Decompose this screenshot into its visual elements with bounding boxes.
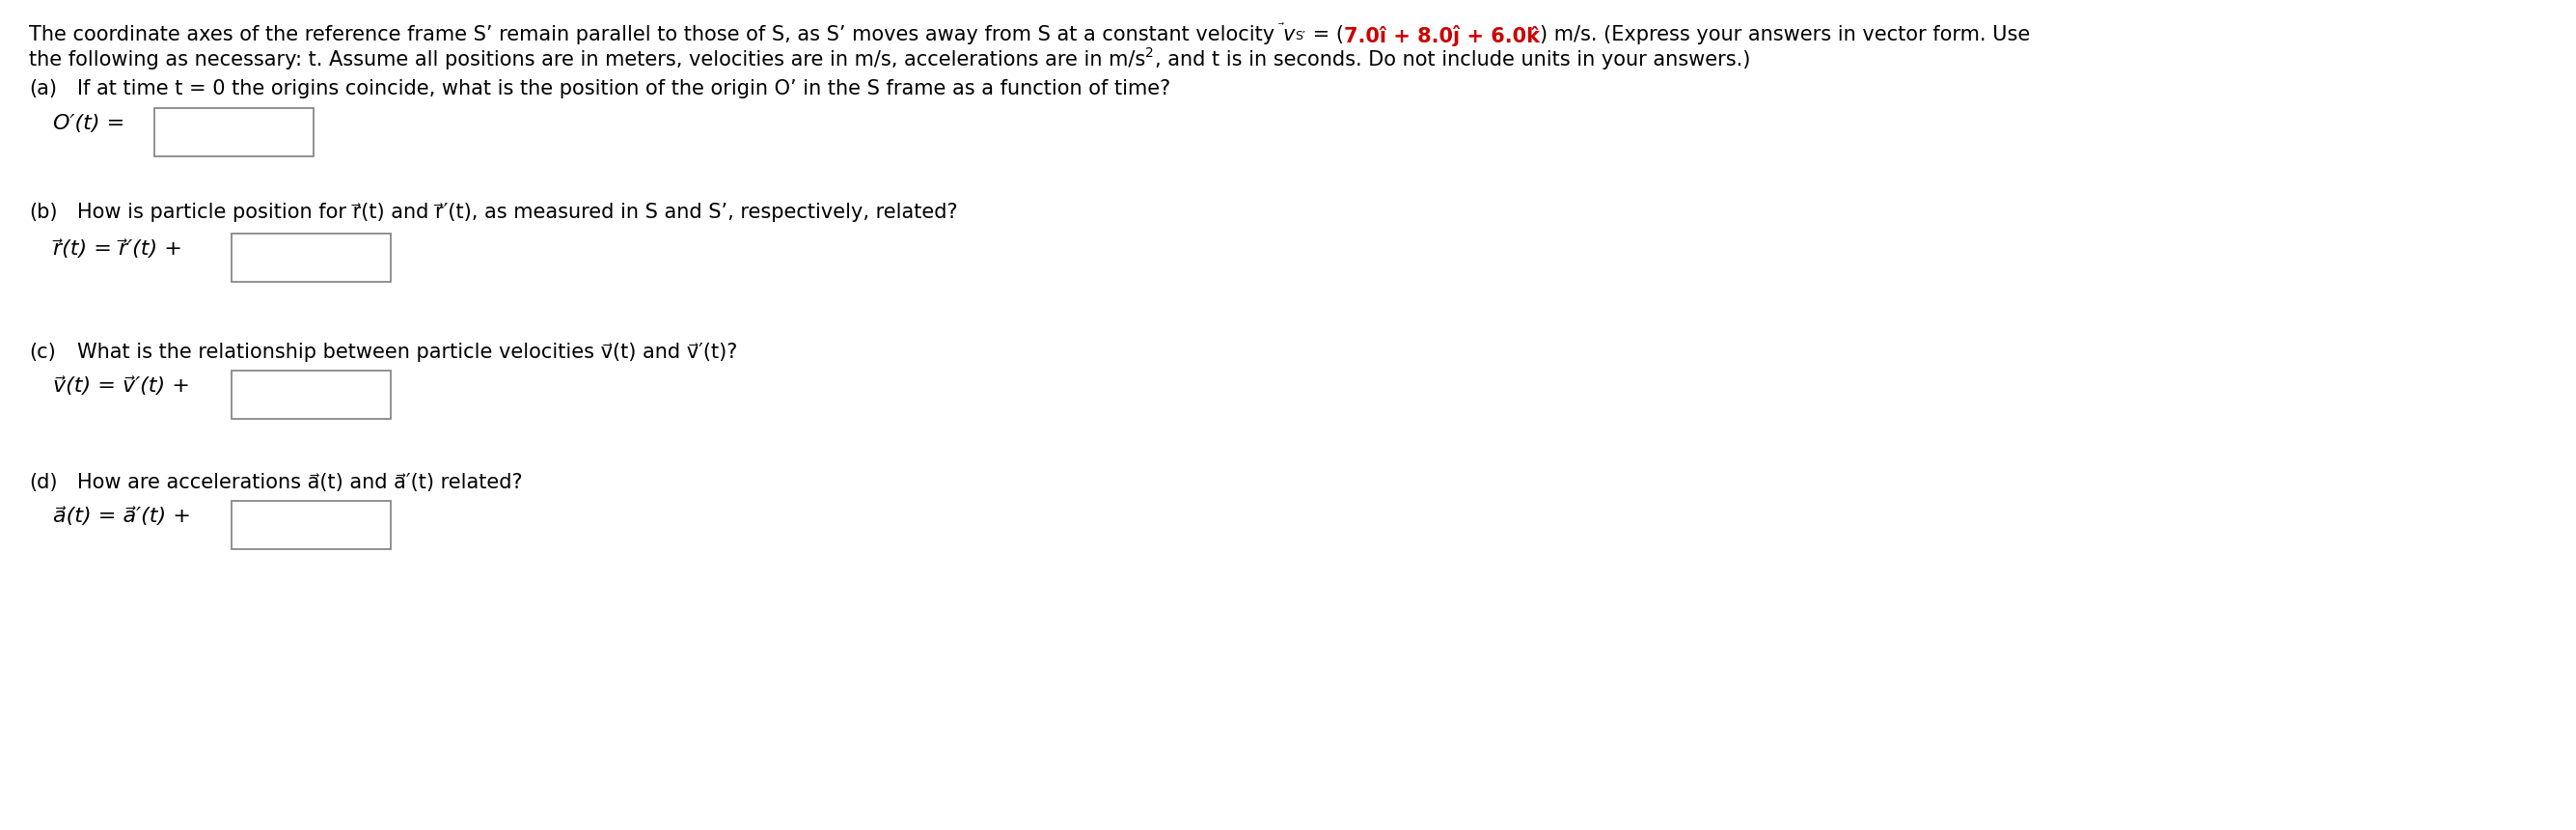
- Text: 2: 2: [1146, 46, 1154, 60]
- Text: (b): (b): [28, 203, 57, 222]
- Text: r⃗(t) = r⃗′(t) +: r⃗(t) = r⃗′(t) +: [54, 239, 183, 259]
- Text: a⃗(t) = a⃗′(t) +: a⃗(t) = a⃗′(t) +: [54, 506, 191, 526]
- Text: (c): (c): [28, 343, 57, 362]
- Bar: [232, 500, 392, 549]
- Bar: [232, 233, 392, 282]
- Text: (d): (d): [28, 473, 57, 492]
- Text: (a): (a): [28, 79, 57, 99]
- Text: What is the relationship between particle velocities v⃗(t) and v⃗′(t)?: What is the relationship between particl…: [77, 343, 737, 362]
- Bar: [232, 371, 392, 419]
- Text: S′: S′: [1296, 30, 1306, 42]
- Text: the following as necessary: t. Assume all positions are in meters, velocities ar: the following as necessary: t. Assume al…: [28, 50, 1146, 70]
- Text: If at time t = 0 the origins coincide, what is the position of the origin O’ in : If at time t = 0 the origins coincide, w…: [77, 79, 1170, 99]
- Text: v: v: [1283, 25, 1296, 44]
- Text: v⃗(t) = v⃗′(t) +: v⃗(t) = v⃗′(t) +: [54, 376, 191, 396]
- Text: How is particle position for r⃗(t) and r⃗′(t), as measured in S and S’, respecti: How is particle position for r⃗(t) and r…: [77, 203, 958, 222]
- Text: , and t is in seconds. Do not include units in your answers.): , and t is in seconds. Do not include un…: [1154, 50, 1752, 70]
- Text: The coordinate axes of the reference frame S’ remain parallel to those of S, as : The coordinate axes of the reference fra…: [28, 25, 1280, 44]
- Text: O′(t) =: O′(t) =: [54, 114, 124, 133]
- Text: = (: = (: [1306, 25, 1345, 44]
- Text: How are accelerations a⃗(t) and a⃗′(t) related?: How are accelerations a⃗(t) and a⃗′(t) r…: [77, 473, 523, 492]
- Bar: [155, 108, 314, 156]
- Text: 7.0î + 8.0ĵ + 6.0k̂: 7.0î + 8.0ĵ + 6.0k̂: [1345, 25, 1540, 46]
- Text: ) m/s. (Express your answers in vector form. Use: ) m/s. (Express your answers in vector f…: [1540, 25, 2030, 44]
